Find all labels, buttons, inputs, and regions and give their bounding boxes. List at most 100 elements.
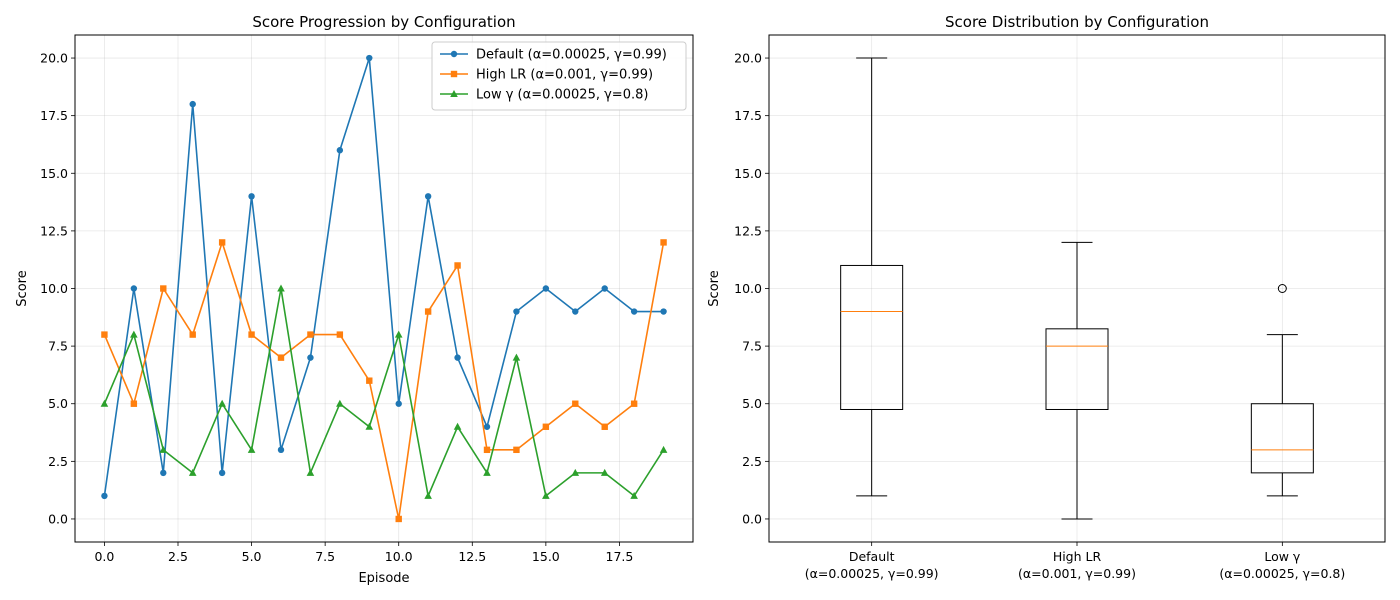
data-point xyxy=(630,308,638,315)
y-tick-label: 2.5 xyxy=(742,454,762,469)
legend-marker xyxy=(450,50,458,58)
data-point xyxy=(454,262,461,269)
y-tick-label: 20.0 xyxy=(40,51,68,66)
line-chart-x-axis-label: Episode xyxy=(358,571,409,586)
y-tick-label: 12.5 xyxy=(40,223,68,238)
line-chart-y-axis-label: Score xyxy=(15,270,30,306)
x-tick-label: Low γ xyxy=(1264,549,1301,564)
x-tick-label: 2.5 xyxy=(168,549,188,564)
x-tick-label-subtitle: (α=0.00025, γ=0.99) xyxy=(805,566,939,581)
x-tick-label: 10.0 xyxy=(385,549,413,564)
data-point xyxy=(394,330,403,338)
data-point xyxy=(365,422,374,430)
y-tick-label: 12.5 xyxy=(734,223,762,238)
series-3 xyxy=(100,284,668,499)
x-tick-label: 0.0 xyxy=(94,549,114,564)
data-point xyxy=(160,469,167,477)
line-chart-series xyxy=(100,54,668,523)
legend-label: Default (α=0.00025, γ=0.99) xyxy=(476,48,667,63)
series-line xyxy=(103,57,664,497)
data-point xyxy=(395,400,402,407)
x-tick-label-subtitle: (α=0.001, γ=0.99) xyxy=(1018,566,1136,581)
y-tick-label: 7.5 xyxy=(48,339,68,354)
data-point xyxy=(101,492,108,500)
data-point xyxy=(395,515,402,523)
data-point xyxy=(572,308,579,315)
x-tick-label: 12.5 xyxy=(458,549,486,564)
data-point xyxy=(336,331,344,338)
line-chart-legend: Default (α=0.00025, γ=0.99) High LR (α=0.… xyxy=(431,41,687,111)
outlier-point xyxy=(1277,284,1287,293)
data-point xyxy=(101,331,108,338)
legend-label: High LR (α=0.001, γ=0.99) xyxy=(476,68,653,83)
legend-entry: Low γ (α=0.00025, γ=0.8) xyxy=(440,88,648,103)
x-tick-label: Default xyxy=(849,549,895,564)
data-point xyxy=(542,491,550,499)
legend-entry: High LR (α=0.001, γ=0.99) xyxy=(440,68,653,83)
data-point xyxy=(188,468,197,476)
data-point xyxy=(307,331,314,338)
data-point xyxy=(601,423,608,430)
data-point xyxy=(307,354,314,361)
y-tick-label: 20.0 xyxy=(734,51,762,66)
data-point xyxy=(600,468,609,476)
data-point xyxy=(336,399,344,407)
data-point xyxy=(277,446,285,454)
data-point xyxy=(630,491,638,499)
data-point xyxy=(248,193,255,200)
y-tick-label: 15.0 xyxy=(734,166,762,181)
data-point xyxy=(277,284,285,292)
data-point xyxy=(277,354,285,361)
data-point xyxy=(453,422,462,430)
data-point xyxy=(424,491,432,499)
y-tick-label: 0.0 xyxy=(742,511,762,526)
iqr-box xyxy=(1045,328,1109,410)
data-point xyxy=(454,354,461,361)
series-2 xyxy=(101,239,667,523)
data-point xyxy=(542,285,550,292)
data-point xyxy=(336,147,344,154)
box-plot-2 xyxy=(1045,241,1109,520)
data-point xyxy=(130,330,138,338)
data-point xyxy=(571,468,580,476)
y-tick-label: 5.0 xyxy=(742,396,762,411)
iqr-box xyxy=(1250,403,1314,474)
data-point xyxy=(572,400,579,407)
line-chart-ticks: 0.0 2.5 5.0 7.5 10.0 12.5 15.0 17.5 0.0 2.5 5.0 7.5… xyxy=(40,51,633,564)
line-chart: Score Progression by Configuration 0.0 2.… xyxy=(15,13,694,586)
series-1 xyxy=(101,54,667,500)
data-point xyxy=(659,445,668,453)
data-point xyxy=(630,400,638,407)
data-point xyxy=(159,445,168,453)
data-point xyxy=(601,285,608,292)
data-point xyxy=(130,400,138,407)
x-tick-label-subtitle: (α=0.00025, γ=0.8) xyxy=(1219,566,1345,581)
line-chart-plot-frame xyxy=(74,34,694,543)
box-chart-plot-frame xyxy=(768,34,1386,543)
data-point xyxy=(218,469,226,477)
iqr-box xyxy=(840,264,904,410)
data-point xyxy=(424,308,432,315)
series-line xyxy=(103,241,665,520)
x-tick-label: 7.5 xyxy=(315,549,335,564)
box-chart-ticks: 0.0 2.5 5.0 7.5 10.0 12.5 15.0 17.5 20.0 Default (… xyxy=(734,51,1345,581)
data-point xyxy=(130,285,138,292)
y-tick-label: 2.5 xyxy=(48,454,68,469)
y-tick-label: 10.0 xyxy=(734,281,762,296)
data-point xyxy=(100,399,109,407)
box-chart-boxes xyxy=(840,57,1314,520)
y-tick-label: 10.0 xyxy=(40,281,68,296)
x-tick-label: High LR xyxy=(1053,549,1102,564)
x-tick-label: 17.5 xyxy=(606,549,634,564)
legend-frame xyxy=(431,41,687,111)
data-point xyxy=(306,468,315,476)
legend-entry: Default (α=0.00025, γ=0.99) xyxy=(440,48,667,63)
y-tick-label: 17.5 xyxy=(40,108,68,123)
box-plot-1 xyxy=(840,57,904,497)
data-point xyxy=(218,239,226,246)
data-point xyxy=(512,353,521,361)
data-point xyxy=(160,285,167,292)
legend-label: Low γ (α=0.00025, γ=0.8) xyxy=(476,88,648,103)
series-line xyxy=(103,287,665,497)
